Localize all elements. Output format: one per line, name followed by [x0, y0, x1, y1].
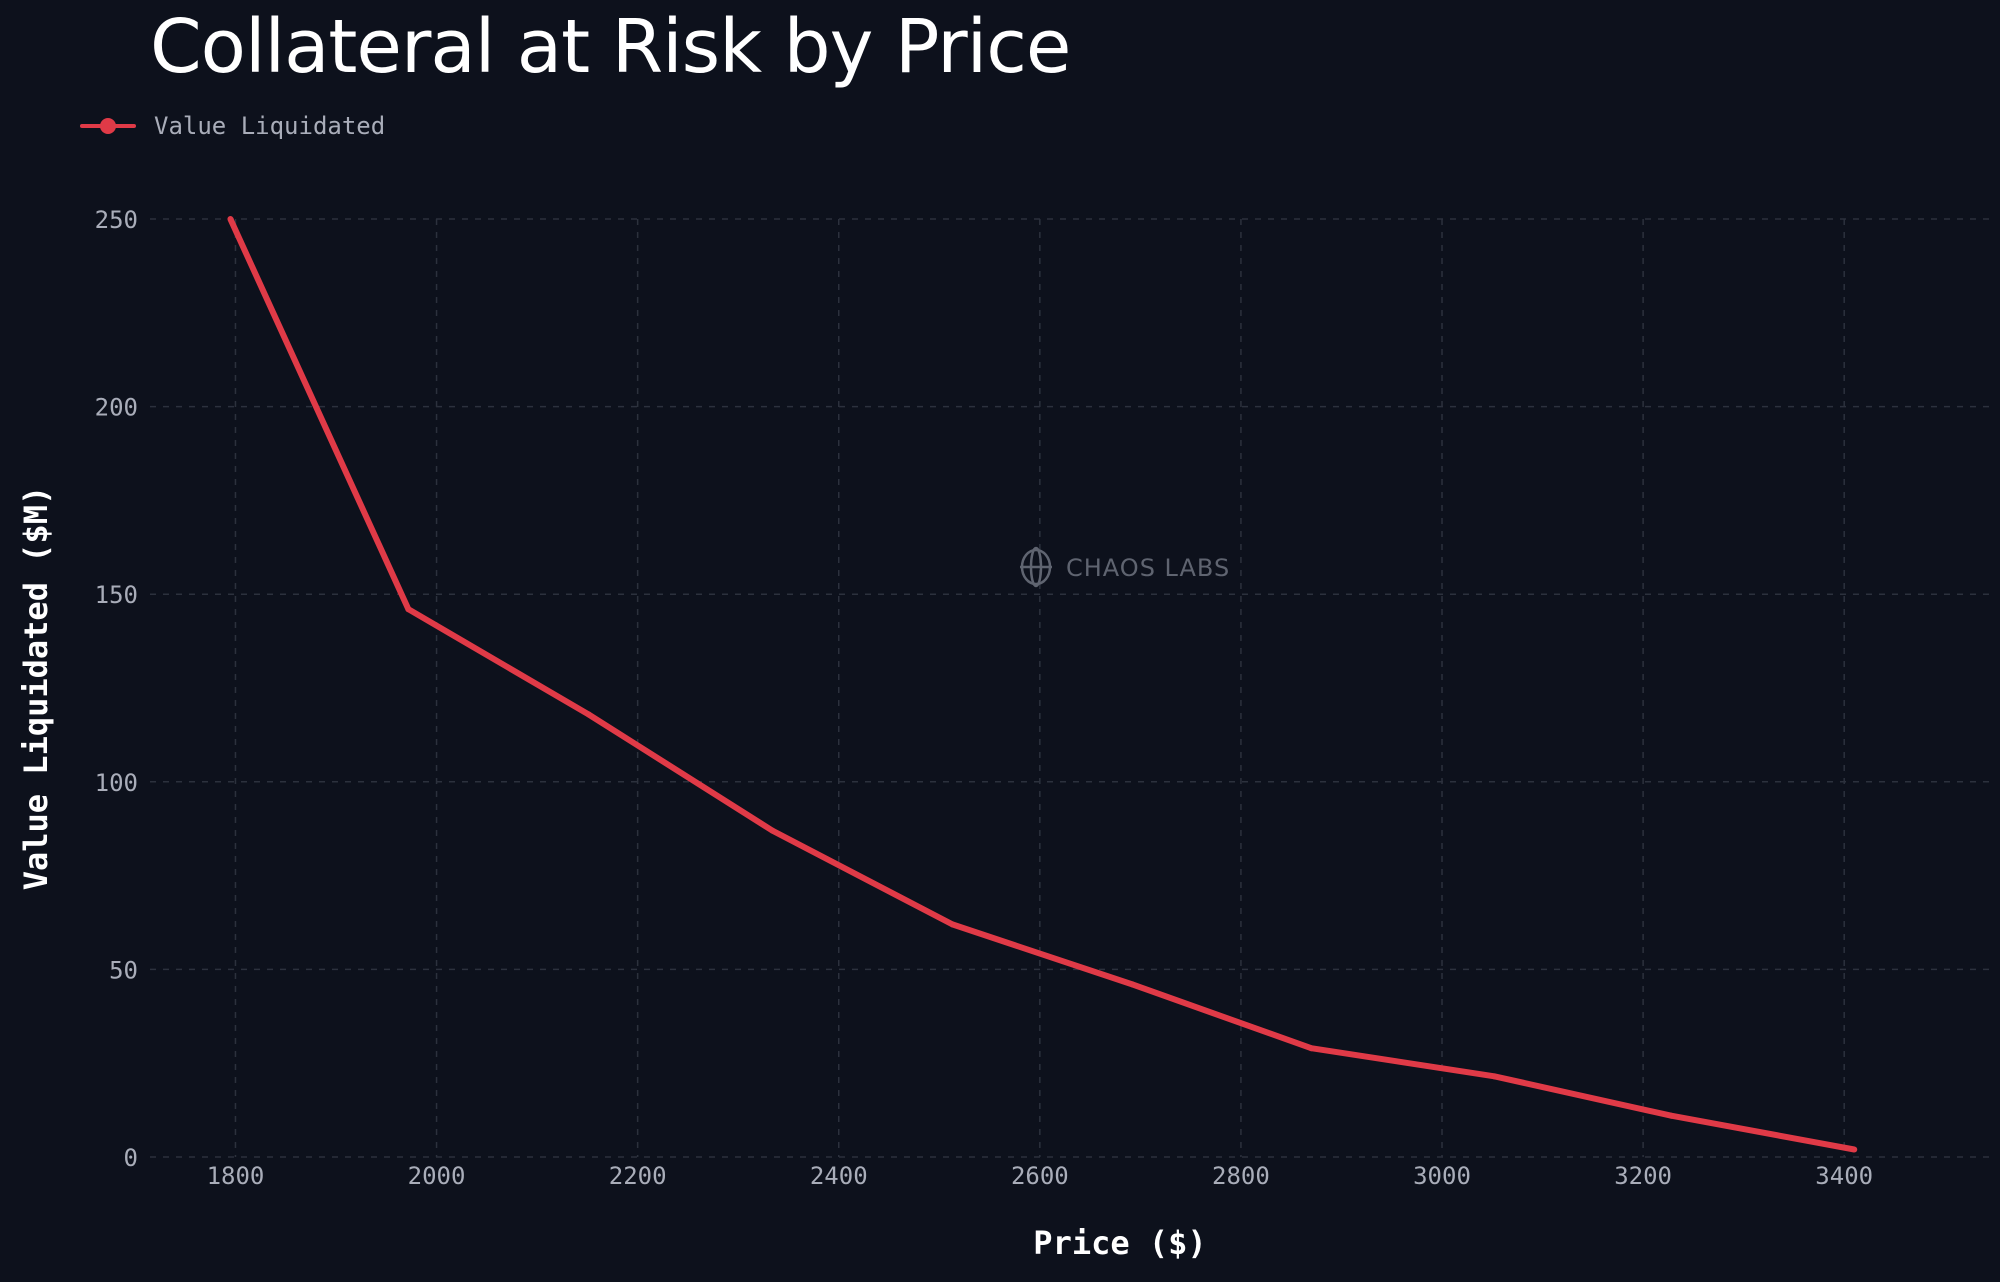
series-line-value-liquidated: [227, 217, 1855, 1153]
series-layer: [227, 216, 1858, 1153]
data-point: [769, 827, 776, 834]
y-tick-label: 150: [95, 581, 138, 609]
y-tick-label: 200: [95, 394, 138, 422]
y-tick-label: 0: [124, 1144, 138, 1172]
x-axis-title: Price ($): [1033, 1224, 1206, 1262]
x-tick-label: 3200: [1614, 1162, 1672, 1190]
x-tick-labels: 1800 2000 2200 2400 2600 2800 3000 3200 3400: [207, 1162, 1874, 1190]
y-tick-label: 250: [95, 206, 138, 234]
grid-lines: [150, 218, 1990, 1158]
legend-swatch: [80, 117, 136, 135]
data-point: [1129, 981, 1136, 988]
data-point: [1668, 1112, 1675, 1119]
chart-title: Collateral at Risk by Price: [150, 4, 1071, 90]
data-point: [1851, 1146, 1858, 1153]
y-tick-label: 50: [109, 956, 138, 984]
data-point: [227, 216, 234, 222]
x-tick-label: 1800: [207, 1162, 265, 1190]
x-tick-label: 2400: [810, 1162, 868, 1190]
legend: Value Liquidated: [80, 112, 385, 140]
x-tick-label: 3000: [1413, 1162, 1471, 1190]
x-tick-label: 2600: [1011, 1162, 1069, 1190]
x-tick-label: 2800: [1212, 1162, 1270, 1190]
x-tick-label: 3400: [1815, 1162, 1873, 1190]
legend-label: Value Liquidated: [154, 112, 386, 140]
y-axis-title: Value Liquidated ($M): [17, 486, 55, 891]
data-point: [1308, 1045, 1315, 1052]
x-tick-label: 2200: [609, 1162, 667, 1190]
data-point: [949, 921, 956, 928]
chaos-labs-logo-icon: [1020, 546, 1052, 588]
watermark-text: CHAOS LABS: [1066, 554, 1230, 582]
watermark: CHAOS LABS: [1020, 546, 1230, 588]
data-point: [1491, 1073, 1498, 1080]
y-tick-labels: 0 50 100 150 200 250: [95, 206, 138, 1172]
x-tick-label: 2000: [408, 1162, 466, 1190]
y-tick-label: 100: [95, 769, 138, 797]
data-point: [405, 606, 412, 613]
data-point: [585, 711, 592, 718]
